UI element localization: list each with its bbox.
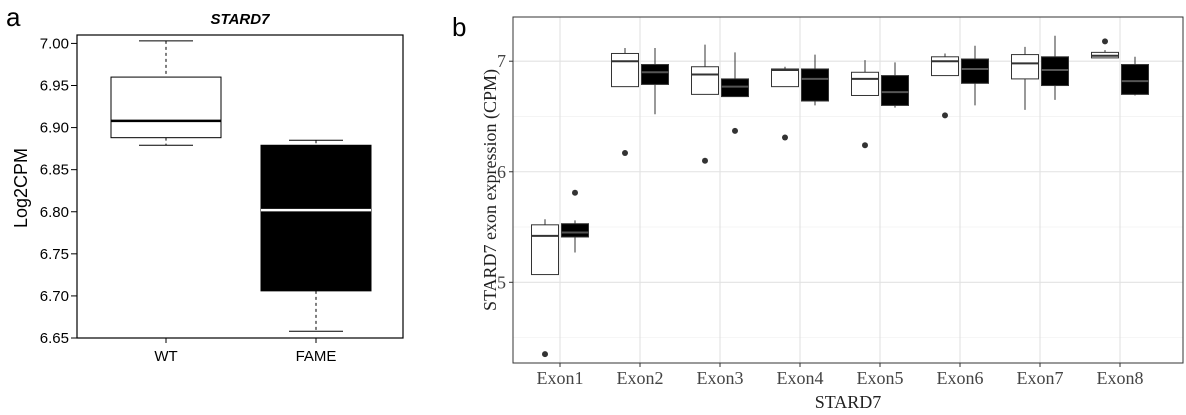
chart-b-box-exon3-open bbox=[691, 44, 719, 164]
chart-b-outlier-point bbox=[732, 127, 738, 134]
panel-b-letter: b bbox=[452, 12, 467, 42]
chart-b-box-body bbox=[801, 68, 829, 102]
chart-b-box-exon7-open bbox=[1011, 46, 1039, 110]
chart-a-box-body bbox=[110, 76, 222, 139]
chart-b-box-exon2-filled bbox=[641, 47, 669, 115]
chart-b-outlier-point bbox=[862, 142, 868, 149]
chart-b-x-tick-label: Exon8 bbox=[1097, 368, 1144, 388]
chart-a-y-tick-label: 6.90 bbox=[40, 120, 69, 137]
chart-b-y-tick-label: 5 bbox=[497, 272, 506, 292]
chart-b-outlier-point bbox=[1102, 38, 1108, 45]
chart-b-box-body bbox=[961, 58, 989, 84]
chart-a-frame bbox=[76, 34, 404, 339]
chart-b-box-body bbox=[881, 75, 909, 106]
chart-a-y-tick-label: 6.75 bbox=[40, 246, 69, 263]
chart-b-y-axis-label: STARD7 exon expression (CPM) bbox=[480, 69, 501, 311]
chart-a-y-tick-label: 6.65 bbox=[40, 330, 69, 347]
chart-b-box-exon6-open bbox=[931, 53, 959, 119]
chart-b-outlier-point bbox=[782, 134, 788, 141]
chart-a-y-tick-label: 6.70 bbox=[40, 288, 69, 305]
chart-b-outlier-point bbox=[702, 157, 708, 164]
chart-b-x-tick-label: Exon1 bbox=[537, 368, 584, 388]
chart-a-y-tick-label: 7.00 bbox=[40, 35, 69, 52]
chart-b-box-exon5-filled bbox=[881, 62, 909, 108]
chart-a-title: STARD7 bbox=[211, 11, 271, 28]
chart-a-y-tick-label: 6.80 bbox=[40, 204, 69, 221]
chart-a-box-body bbox=[260, 144, 372, 292]
chart-a-box-wt bbox=[110, 40, 222, 146]
chart-a-y-axis-label: Log2CPM bbox=[11, 148, 31, 228]
chart-b-y-ticks: 5 6 7 bbox=[497, 51, 513, 292]
chart-b-box-body bbox=[931, 56, 959, 77]
chart-b-box-exon1-open bbox=[531, 219, 559, 358]
chart-b-box-body bbox=[1011, 54, 1039, 80]
chart-b-box-body bbox=[1041, 56, 1069, 87]
chart-b-y-tick-label: 6 bbox=[497, 162, 506, 182]
chart-b-box-body bbox=[1121, 64, 1149, 95]
chart-a: STARD7 Log2CPM 6.656.706.756.806.856.906… bbox=[11, 11, 404, 365]
chart-b-x-tick-label: Exon5 bbox=[857, 368, 904, 388]
chart-b-box-exon2-open bbox=[611, 47, 639, 156]
chart-b-outlier-point bbox=[622, 149, 628, 156]
chart-b-box-body bbox=[721, 78, 749, 98]
chart-b-box-exon4-open bbox=[771, 66, 799, 141]
chart-b-box-exon5-open bbox=[851, 60, 879, 149]
chart-b-outlier-point bbox=[572, 189, 578, 196]
chart-a-y-ticks: 6.65 6.70 6.75 6.80 6.85 6.90 6.95 7.00 bbox=[40, 35, 77, 347]
chart-a-x-tick-label: FAME bbox=[296, 348, 337, 365]
chart-b-box-body bbox=[611, 52, 639, 88]
chart-b-box-exon8-filled bbox=[1121, 56, 1149, 96]
chart-b-box-body bbox=[641, 64, 669, 85]
chart-b-box-exon7-filled bbox=[1041, 35, 1069, 100]
panel-a-letter: a bbox=[6, 2, 21, 32]
chart-a-y-tick-label: 6.85 bbox=[40, 162, 69, 179]
chart-b-x-tick-label: Exon7 bbox=[1017, 368, 1064, 388]
chart-b-box-body bbox=[851, 71, 879, 96]
chart-a-y-tick-label: 6.95 bbox=[40, 78, 69, 95]
chart-b-x-tick-label: Exon6 bbox=[937, 368, 984, 388]
chart-b-outlier-point bbox=[542, 351, 548, 358]
chart-b-box-body bbox=[561, 223, 589, 238]
chart-b-box-exon6-filled bbox=[961, 45, 989, 106]
chart-a-x-tick-label: WT bbox=[154, 348, 177, 365]
chart-b-x-tick-label: Exon3 bbox=[697, 368, 744, 388]
chart-b-x-tick-label: Exon2 bbox=[617, 368, 664, 388]
chart-b-box-body bbox=[531, 224, 559, 276]
chart-b-x-ticks: Exon1 Exon2 Exon3 Exon4 Exon5 Exon6 Exon7 Exon8 bbox=[537, 363, 1144, 388]
chart-b-frame bbox=[512, 16, 1184, 364]
chart-b-y-tick-label: 7 bbox=[497, 51, 506, 71]
chart-b-box-exon1-filled bbox=[561, 189, 589, 253]
chart-b-x-tick-label: Exon4 bbox=[777, 368, 824, 388]
chart-b-box-body bbox=[691, 66, 719, 95]
chart-a-boxes bbox=[110, 40, 372, 332]
chart-b-x-axis-label: STARD7 bbox=[815, 392, 882, 412]
chart-a-box-fame bbox=[260, 139, 372, 332]
chart-b-box-exon8-open bbox=[1091, 38, 1119, 59]
chart-b-boxes bbox=[531, 35, 1149, 358]
chart-b-box-exon3-filled bbox=[721, 52, 749, 134]
chart-b-outlier-point bbox=[942, 112, 948, 119]
chart-b: 567 Exon1 Exon2 Exon3 Exon4 Exon5 Exon6 Exon7 E… bbox=[480, 16, 1184, 412]
chart-b-box-exon4-filled bbox=[801, 54, 829, 106]
chart-b-box-body bbox=[771, 68, 799, 88]
chart-a-x-ticks: WT FAME bbox=[154, 338, 336, 365]
